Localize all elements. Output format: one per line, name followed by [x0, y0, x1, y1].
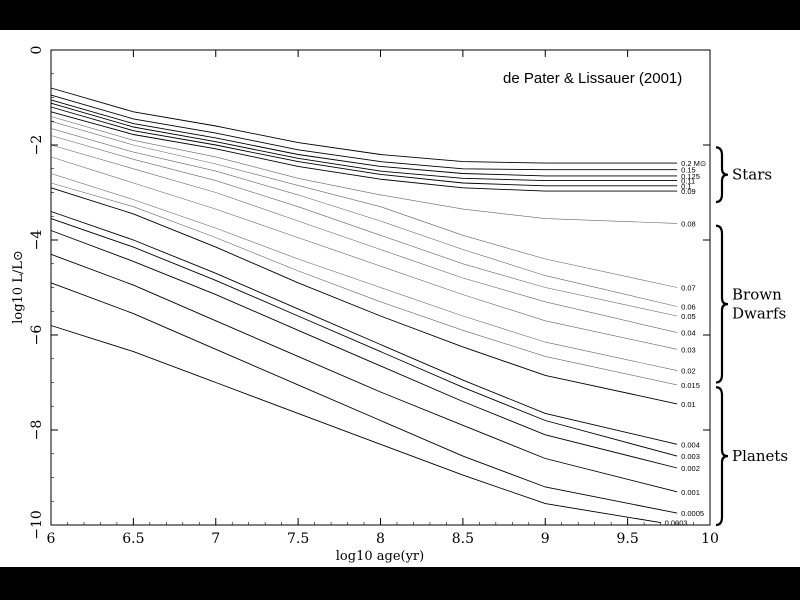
series-line-0p2M: [50, 87, 678, 164]
series-line-0p06: [50, 128, 678, 307]
group-brace: [715, 146, 729, 204]
series-line-0p1: [50, 106, 678, 187]
x-axis-title: log10 age(yr): [336, 549, 424, 564]
group-label: Brown: [732, 286, 782, 304]
series-label-0p002: 0.002: [681, 464, 700, 473]
x-tick-label: 8: [376, 531, 385, 547]
series-layer: [50, 87, 678, 524]
series-label-0p015: 0.015: [681, 381, 700, 390]
y-axis-title: log10 L/L⊙: [11, 250, 26, 324]
series-label-0p1: 0.1: [681, 182, 691, 191]
series-line-0p0005: [50, 282, 678, 514]
series-line-0p08: [50, 116, 678, 224]
group-brace: [715, 386, 729, 527]
series-label-0p08: 0.08: [681, 219, 696, 228]
x-tick-label: 6.5: [122, 531, 144, 547]
x-tick-label: 8.5: [452, 531, 474, 547]
credit-text: de Pater & Lissauer (2001): [503, 70, 682, 87]
series-label-0p2M: 0.2 M⊙: [681, 159, 706, 168]
series-label-0p004: 0.004: [681, 440, 700, 449]
series-label-0p07: 0.07: [681, 284, 696, 293]
group-label: Dwarfs: [732, 305, 786, 323]
y-tick-label: −2: [29, 135, 45, 156]
series-line-0p03: [50, 156, 678, 350]
series-line-0p09: [50, 111, 678, 192]
x-tick-label: 9: [541, 531, 550, 547]
series-line-0p002: [50, 230, 678, 469]
series-label-0p05: 0.05: [681, 312, 696, 321]
series-line-0p02: [50, 173, 678, 371]
series-label-0p06: 0.06: [681, 303, 696, 312]
group-brace: [715, 224, 729, 384]
series-label-0p09: 0.09: [681, 187, 696, 196]
series-label-0p001: 0.001: [681, 488, 700, 497]
series-line-0p004: [50, 211, 678, 445]
series-line-0p05: [50, 135, 678, 317]
y-tick-label: 0: [29, 46, 45, 55]
series-label-0p01: 0.01: [681, 400, 696, 409]
series-line-0p125: [50, 99, 678, 177]
series-label-0p04: 0.04: [681, 329, 696, 338]
x-tick-label: 6: [47, 531, 56, 547]
axis-layer: 6 6.5 7 7.5 8 8.5 9 9.5 10 0 −2 −4 −6 −8 −10: [29, 46, 719, 547]
series-line-0p11: [50, 102, 678, 182]
series-label-0p0005: 0.0005: [681, 509, 704, 518]
series-label-0p125: 0.125: [681, 172, 700, 181]
series-label-0p11: 0.11: [681, 177, 695, 186]
series-line-0p015: [50, 182, 678, 386]
series-label-0p03: 0.03: [681, 345, 696, 354]
x-tick-label: 7.5: [287, 531, 309, 547]
series-label-0p0003: 0.0003: [665, 519, 688, 528]
mass-label-layer: 0.2 M⊙0.150.1250.110.10.090.080.070.060.…: [665, 159, 707, 527]
series-line-0p07: [50, 121, 678, 288]
group-label: Stars: [732, 166, 772, 184]
series-line-0p0003: [50, 325, 661, 524]
x-tick-label: 9.5: [616, 531, 638, 547]
series-line-0p01: [50, 187, 678, 405]
y-tick-label: −10: [29, 510, 45, 540]
series-line-0p001: [50, 253, 678, 493]
slide: 6 6.5 7 7.5 8 8.5 9 9.5 10 0 −2 −4 −6 −8 −10 0.2 M⊙ 0.1…: [0, 30, 800, 567]
luminosity-evolution-chart: 6 6.5 7 7.5 8 8.5 9 9.5 100−2−4−6−8−10 0.2 M⊙0.1…: [11, 46, 788, 564]
series-label-0p003: 0.003: [681, 452, 700, 461]
series-line-0p003: [50, 218, 678, 457]
y-tick-label: −6: [29, 325, 45, 346]
y-tick-label: −8: [29, 420, 45, 441]
x-tick-label: 7: [211, 531, 220, 547]
series-line-0p04: [50, 144, 678, 333]
group-label: Planets: [732, 447, 788, 465]
y-tick-label: −4: [29, 230, 45, 251]
x-tick-label: 10: [701, 531, 719, 547]
series-label-0p02: 0.02: [681, 367, 696, 376]
series-label-0p15: 0.15: [681, 166, 696, 175]
series-line-0p15: [50, 94, 678, 171]
